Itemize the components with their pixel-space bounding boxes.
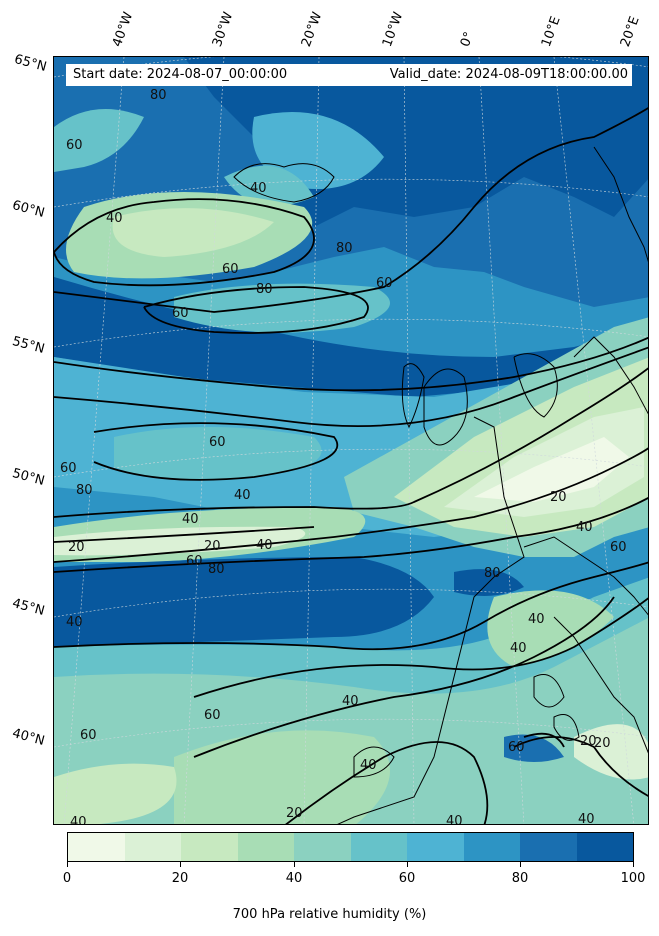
- contour-label: 60: [66, 138, 83, 153]
- contour-label: 80: [208, 562, 225, 577]
- contour-label: 60: [376, 276, 393, 291]
- contour-lines: [54, 107, 648, 824]
- longitude-label: 0°: [457, 29, 478, 49]
- latitude-label: 65°N: [12, 52, 49, 75]
- contour-label: 40: [106, 211, 123, 226]
- map-canvas: 80 60 40 80 60 40 60 80 60 60 60 40 80 4…: [54, 57, 648, 825]
- colorbar-segment: [350, 833, 407, 861]
- contour-label: 40: [182, 512, 199, 527]
- colorbar-segment: [463, 833, 520, 861]
- contour-label: 40: [578, 812, 595, 825]
- contour-label: 20: [594, 736, 611, 751]
- colorbar-tick-label: 0: [62, 871, 72, 886]
- contour-label: 60: [508, 740, 525, 755]
- colorbar-tick: [407, 862, 408, 867]
- contour-label: 60: [60, 461, 77, 476]
- contour-label-layer: 80 60 40 80 60 40 60 80 60 60 60 40 80 4…: [60, 88, 627, 825]
- contour-label: 60: [80, 728, 97, 743]
- contour-label: 40: [234, 488, 251, 503]
- longitude-label: 10°E: [538, 14, 564, 50]
- contour-label: 20: [68, 540, 85, 555]
- colorbar-tick: [633, 862, 634, 867]
- colorbar-segment: [407, 833, 464, 861]
- contour-label: 80: [484, 566, 501, 581]
- colorbar-segment: [520, 833, 577, 861]
- contour-label: 40: [66, 615, 83, 630]
- contour-label: 40: [360, 758, 377, 773]
- contour-label: 20: [550, 490, 567, 505]
- contour-label: 80: [336, 241, 353, 256]
- contour-label: 60: [172, 306, 189, 321]
- contour-label: 60: [186, 554, 203, 569]
- colorbar-tick-label: 60: [398, 871, 416, 886]
- contour-label: 80: [256, 282, 273, 297]
- contour-label: 20: [204, 539, 221, 554]
- contour-label: 20: [286, 806, 303, 821]
- latitude-label: 40°N: [10, 726, 47, 749]
- colorbar-tick-label: 40: [285, 871, 303, 886]
- contour-label: 20: [580, 734, 597, 749]
- colorbar-tick: [294, 862, 295, 867]
- date-info-bar: Start date: 2024-08-07_00:00:00 Valid_da…: [66, 64, 632, 86]
- colorbar-segment: [237, 833, 294, 861]
- latitude-label: 55°N: [10, 334, 47, 357]
- longitude-label: 30°W: [209, 10, 237, 49]
- contour-label: 40: [446, 814, 463, 825]
- colorbar-tick: [520, 862, 521, 867]
- contour-label: 80: [76, 483, 93, 498]
- colorbar: [67, 832, 634, 862]
- colorbar-tick: [180, 862, 181, 867]
- latitude-label: 45°N: [10, 596, 47, 619]
- longitude-label: 10°W: [379, 10, 407, 49]
- contour-label: 40: [70, 815, 87, 825]
- contour-label: 40: [528, 612, 545, 627]
- colorbar-tick: [67, 862, 68, 867]
- latitude-label: 50°N: [10, 466, 47, 489]
- colorbar-tick-label: 100: [620, 871, 646, 886]
- contour-label: 80: [150, 88, 167, 103]
- colorbar-segment: [294, 833, 351, 861]
- colorbar-segment: [181, 833, 238, 861]
- contour-label: 40: [510, 641, 527, 656]
- humidity-fill-layer: [54, 57, 648, 824]
- colorbar-title: 700 hPa relative humidity (%): [232, 907, 427, 922]
- colorbar-tick-label: 20: [171, 871, 189, 886]
- colorbar-segment: [576, 833, 633, 861]
- colorbar-tick-label: 80: [511, 871, 529, 886]
- longitude-label: 40°W: [109, 10, 137, 49]
- contour-label: 60: [222, 262, 239, 277]
- humidity-map: 80 60 40 80 60 40 60 80 60 60 60 40 80 4…: [53, 56, 649, 825]
- valid-date-label: Valid_date: 2024-08-09T18:00:00.00: [389, 67, 628, 82]
- contour-label: 40: [256, 538, 273, 553]
- latitude-label: 60°N: [10, 198, 47, 221]
- contour-label: 40: [576, 520, 593, 535]
- coastlines: [233, 146, 648, 824]
- contour-label: 60: [209, 435, 226, 450]
- colorbar-segment: [124, 833, 181, 861]
- contour-label: 60: [204, 708, 221, 723]
- contour-label: 40: [342, 694, 359, 709]
- contour-label: 40: [250, 181, 267, 196]
- longitude-label: 20°W: [298, 10, 326, 49]
- contour-label: 60: [610, 540, 627, 555]
- start-date-label: Start date: 2024-08-07_00:00:00: [73, 67, 288, 82]
- colorbar-segment: [68, 833, 125, 861]
- longitude-label: 20°E: [617, 14, 643, 50]
